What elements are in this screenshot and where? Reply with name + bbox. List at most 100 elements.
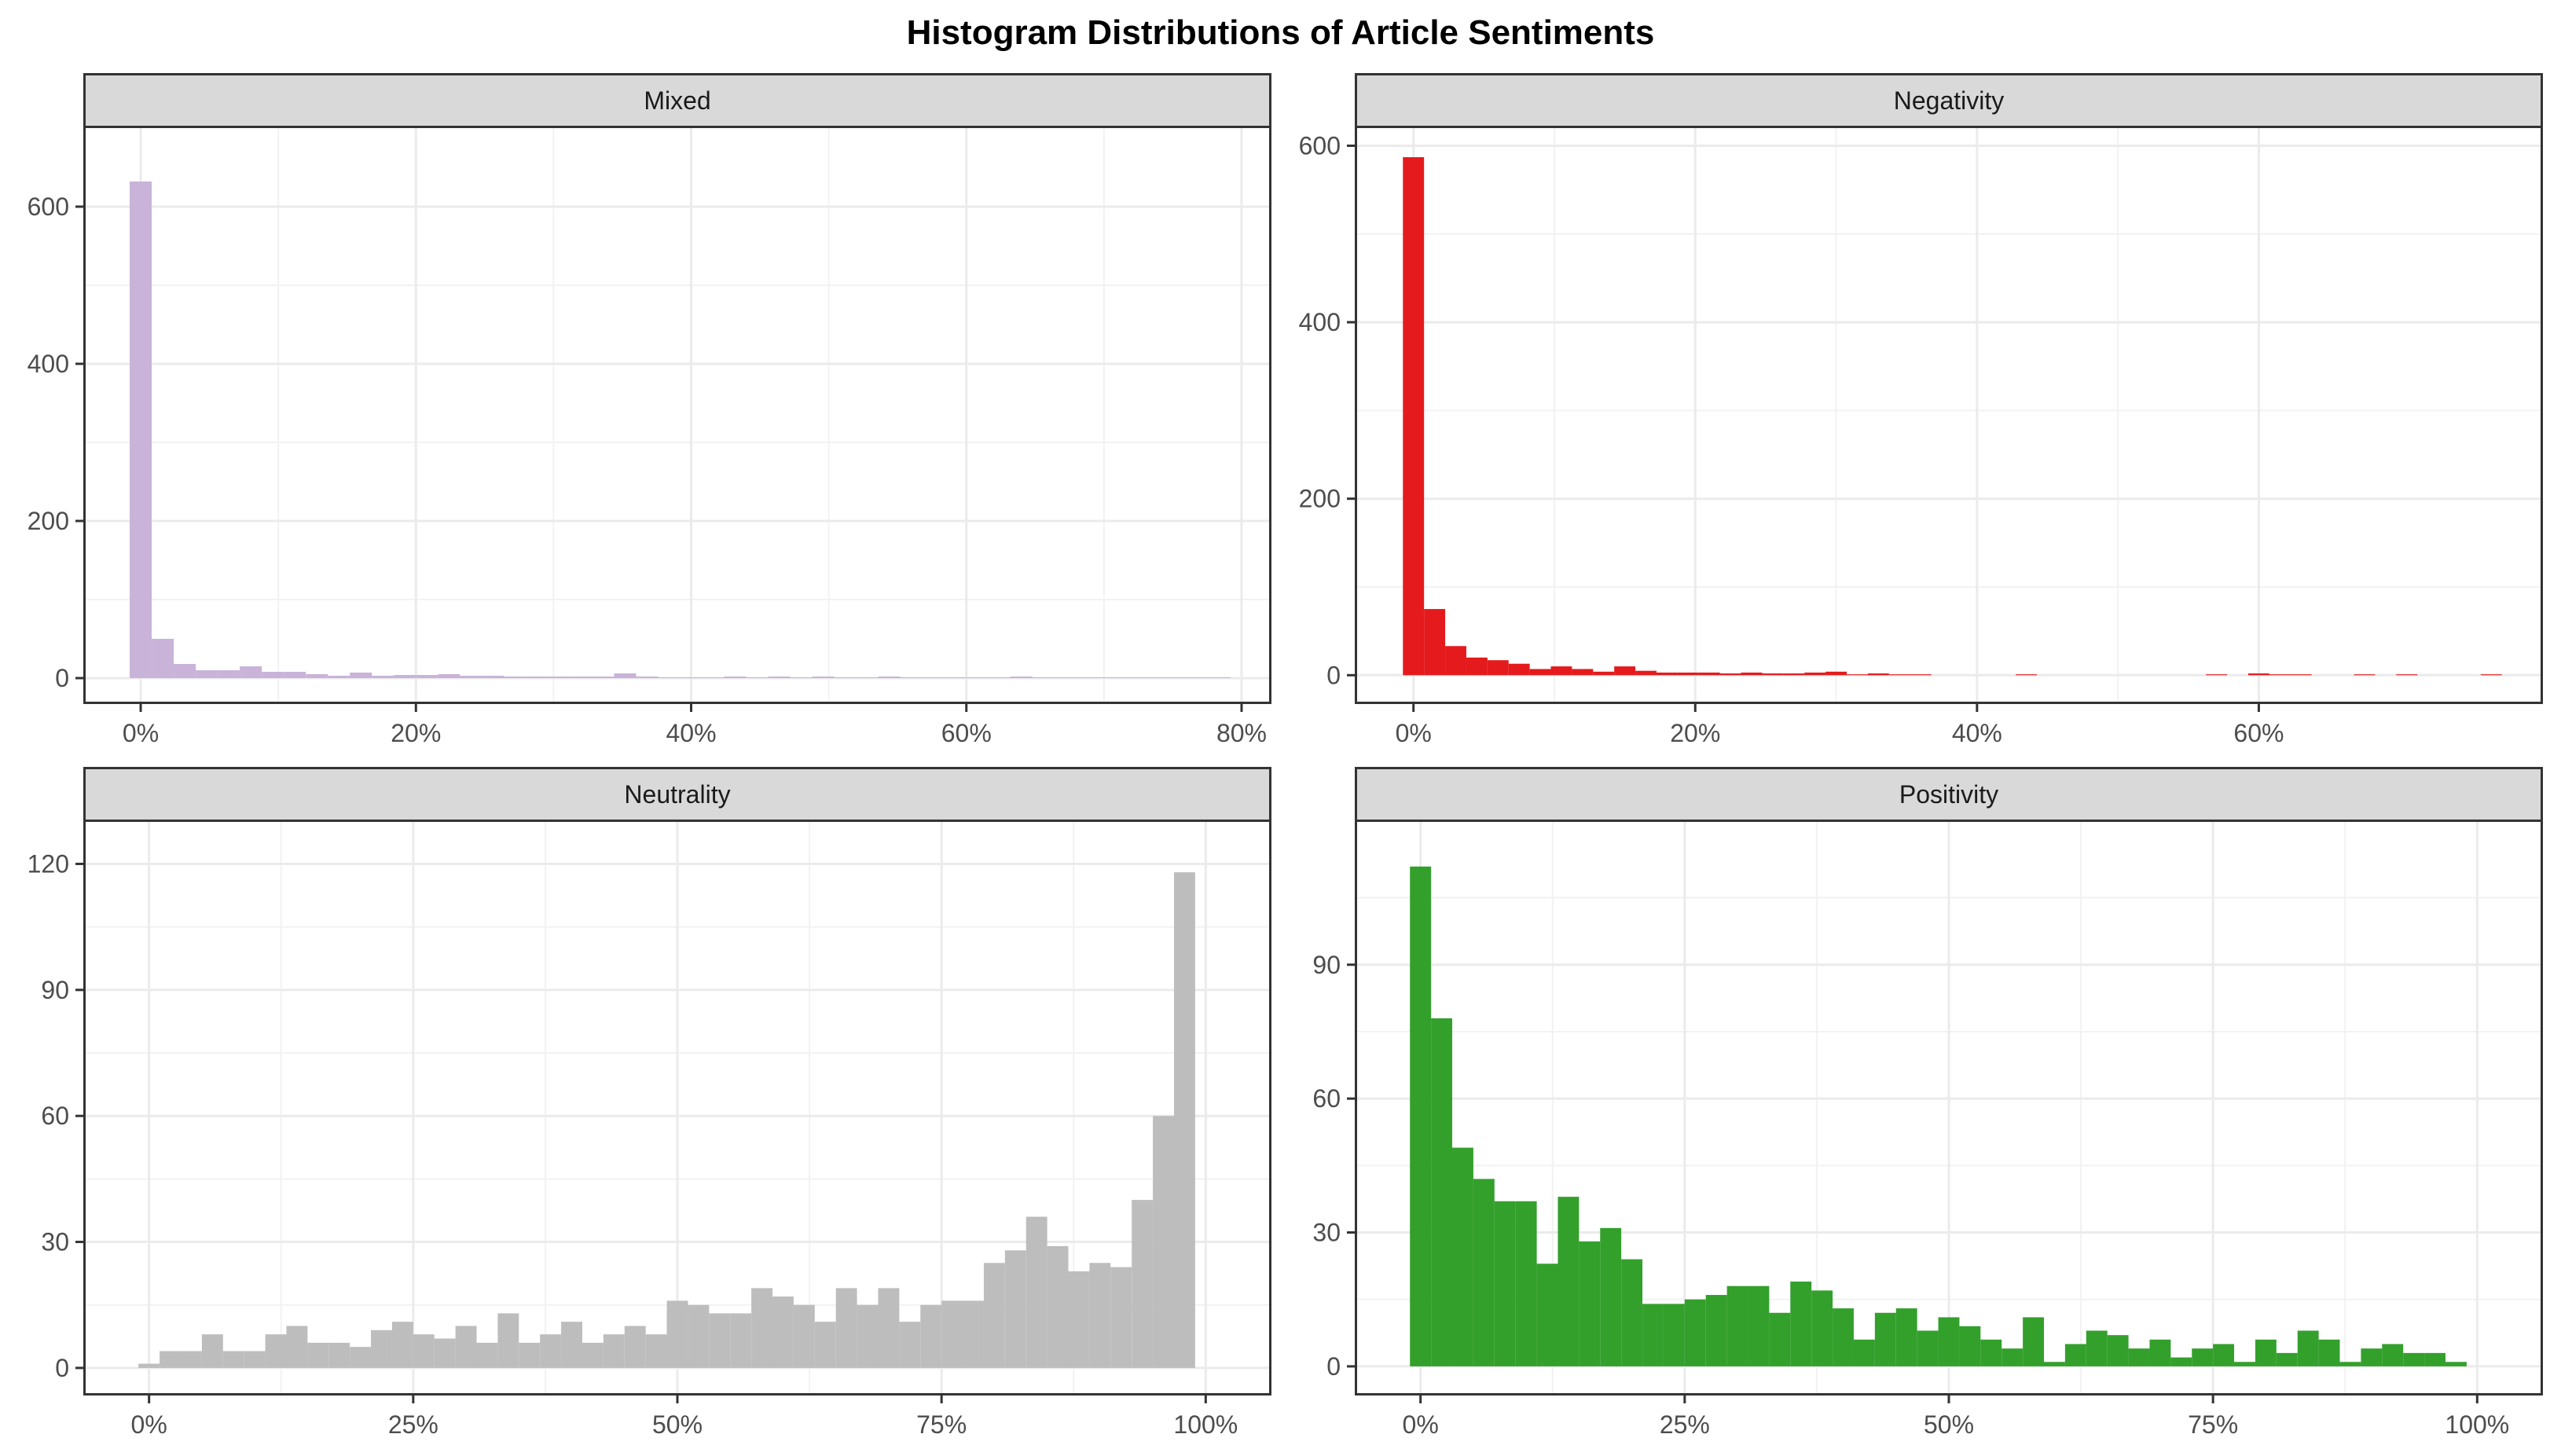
histogram-bar — [540, 1334, 562, 1368]
histogram-bar — [2403, 1352, 2425, 1366]
histogram-bar — [2269, 674, 2291, 676]
histogram-bar — [2361, 1348, 2383, 1366]
histogram-bar — [2128, 1348, 2150, 1366]
histogram-bar — [1487, 660, 1509, 676]
histogram-bar — [1032, 677, 1055, 678]
histogram-bar — [790, 677, 813, 678]
x-tick-label: 0% — [1396, 719, 1432, 747]
histogram-bar — [1208, 677, 1231, 678]
histogram-bar — [174, 664, 196, 678]
histogram-bar — [1847, 674, 1868, 676]
histogram-bar — [1635, 670, 1657, 676]
histogram-bar — [709, 1313, 731, 1368]
y-tick-label: 0 — [55, 1354, 69, 1382]
histogram-bar — [1529, 669, 1551, 676]
histogram-bar — [286, 1326, 308, 1368]
histogram-bar — [455, 1326, 477, 1368]
histogram-bar — [434, 1338, 456, 1368]
histogram-bar — [2192, 1348, 2214, 1366]
histogram-plot: 0 200 400 600 0% 20% 40% 60% — [1299, 128, 2541, 747]
histogram-bar — [1677, 672, 1699, 676]
histogram-bar — [2424, 1352, 2445, 1366]
histogram-bar — [1726, 1285, 1748, 1366]
histogram-bar — [2149, 1339, 2171, 1366]
histogram-bar — [2382, 1344, 2404, 1366]
y-tick-label: 60 — [1312, 1084, 1341, 1113]
histogram-plot: 0 30 60 90 120 0% 25% 50% 75% 100% — [28, 822, 1269, 1439]
histogram-bar — [2255, 1339, 2277, 1366]
histogram-bar — [983, 1263, 1005, 1368]
facet-label: Mixed — [644, 86, 711, 115]
x-tick-label: 80% — [1216, 719, 1267, 747]
histogram-bar — [2086, 1330, 2108, 1366]
x-tick-label: 60% — [941, 719, 992, 747]
histogram-bar — [1004, 1250, 1026, 1368]
histogram-bar — [878, 1288, 900, 1368]
y-tick-label: 90 — [41, 976, 69, 1004]
histogram-bar — [614, 673, 637, 678]
histogram-bar — [1054, 677, 1077, 678]
x-tick-label: 0% — [123, 719, 159, 747]
y-tick-label: 600 — [1299, 131, 1341, 160]
histogram-bar — [438, 674, 460, 678]
histogram-bar — [834, 677, 857, 678]
x-tick-label: 75% — [916, 1410, 967, 1439]
histogram-bar — [1132, 1200, 1154, 1368]
histogram-bar — [1959, 1326, 1981, 1366]
histogram-bar — [1642, 1304, 1664, 1366]
y-tick-label: 60 — [41, 1102, 69, 1130]
x-tick-label: 25% — [388, 1410, 438, 1439]
histogram-bar — [680, 677, 703, 678]
chart-title: Histogram Distributions of Article Senti… — [906, 13, 1655, 52]
histogram-bar — [504, 677, 527, 678]
histogram-bar — [1452, 1147, 1473, 1366]
histogram-bar — [1593, 671, 1615, 676]
y-tick-label: 30 — [1312, 1219, 1341, 1247]
histogram-bar — [1142, 677, 1165, 678]
histogram-bars — [130, 182, 1231, 678]
facet-label: Negativity — [1893, 86, 2005, 115]
x-tick-label: 25% — [1660, 1410, 1710, 1439]
histogram-bar — [240, 666, 262, 678]
histogram-bar — [688, 1304, 710, 1368]
histogram-bar — [899, 1322, 921, 1368]
histogram-bar — [814, 1322, 836, 1368]
histogram-bar — [1494, 1201, 1516, 1366]
histogram-bar — [1783, 673, 1805, 676]
histogram-bar — [2001, 1348, 2023, 1366]
facet-neutrality: Neutrality 0 30 60 90 120 0% 25% 50% 75% 100% — [28, 767, 1271, 1439]
histogram-bar — [561, 1322, 582, 1368]
histogram-bar — [922, 677, 945, 678]
histogram-bar — [1076, 677, 1099, 678]
histogram-bar — [2170, 1357, 2192, 1366]
y-tick-label: 90 — [1312, 951, 1341, 979]
histogram-bar — [1804, 672, 1826, 676]
x-tick-label: 20% — [391, 719, 441, 747]
histogram-bar — [1403, 157, 1425, 676]
histogram-bar — [730, 1313, 752, 1368]
histogram-bar — [1833, 1308, 1854, 1366]
histogram-bar — [138, 1363, 160, 1368]
histogram-bar — [666, 1300, 688, 1368]
histogram-bar — [2480, 674, 2502, 676]
histogram-bar — [2023, 1317, 2045, 1366]
histogram-bar — [793, 1304, 815, 1368]
histogram-bar — [1621, 1259, 1643, 1366]
histogram-bar — [1917, 1330, 1939, 1366]
histogram-bar — [1186, 677, 1209, 678]
histogram-bar — [1120, 677, 1143, 678]
histogram-bar — [307, 1342, 329, 1368]
histogram-bar — [1431, 1018, 1453, 1366]
histogram-bar — [460, 676, 482, 678]
histogram-bar — [130, 182, 152, 678]
histogram-bar — [394, 675, 416, 678]
facet-label: Positivity — [1899, 779, 1999, 809]
histogram-bar — [1938, 1317, 1960, 1366]
histogram-bar — [812, 677, 835, 678]
histogram-bar — [2354, 674, 2376, 676]
histogram-bar — [1790, 1282, 1812, 1366]
histogram-bar — [920, 1304, 942, 1368]
histogram-bar — [1164, 677, 1187, 678]
histogram-bar — [476, 1342, 498, 1368]
histogram-bar — [1769, 1312, 1791, 1366]
